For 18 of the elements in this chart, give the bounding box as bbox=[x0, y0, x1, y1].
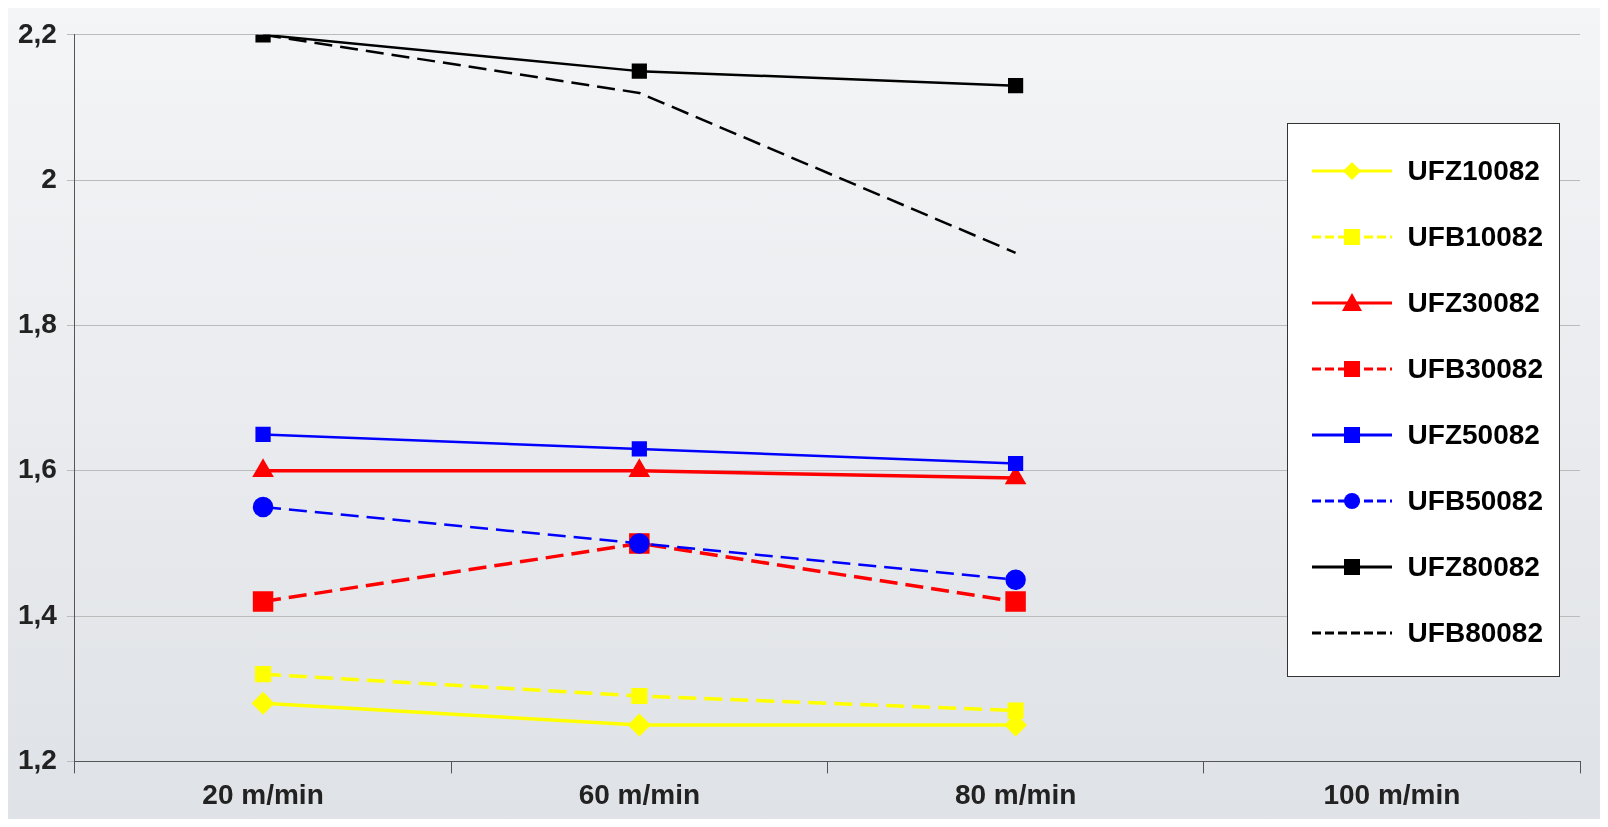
y-tick-label: 1,8 bbox=[17, 308, 57, 340]
y-tick-label: 1,6 bbox=[17, 453, 57, 485]
legend-label: UFZ80082 bbox=[1407, 551, 1540, 583]
legend-label: UFZ50082 bbox=[1407, 419, 1540, 451]
y-tick-label: 2,2 bbox=[17, 17, 57, 49]
legend-label: UFB10082 bbox=[1407, 221, 1543, 253]
legend-label: UFB50082 bbox=[1407, 485, 1543, 517]
y-tick-label: 1,4 bbox=[17, 598, 58, 630]
legend-label: UFB80082 bbox=[1407, 617, 1543, 649]
x-tick-label: 20 m/min bbox=[202, 778, 324, 810]
legend-label: UFZ10082 bbox=[1407, 155, 1540, 187]
x-tick-label: 100 m/min bbox=[1323, 778, 1461, 810]
legend-label: UFB30082 bbox=[1407, 353, 1543, 385]
legend-label: UFZ30082 bbox=[1407, 287, 1540, 319]
x-tick-label: 60 m/min bbox=[578, 778, 701, 810]
x-tick-label: 80 m/min bbox=[954, 778, 1077, 810]
y-tick-label: 2 bbox=[41, 162, 57, 194]
y-tick-label: 1,2 bbox=[17, 744, 57, 776]
